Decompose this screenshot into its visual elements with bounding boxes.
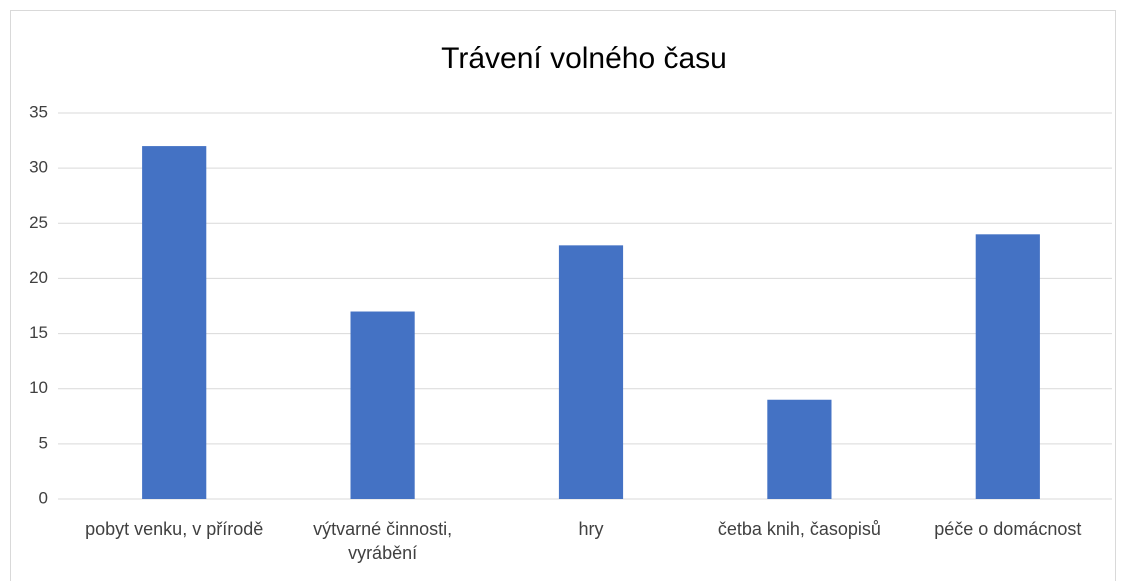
x-tick-label: péče o domácnost (934, 519, 1082, 539)
bar (142, 146, 207, 500)
y-tick-label: 30 (29, 158, 48, 177)
bar (558, 245, 624, 499)
y-tick-label: 10 (29, 378, 48, 397)
y-tick-label: 5 (39, 433, 48, 452)
x-tick-label: četba knih, časopisů (717, 519, 881, 539)
y-tick-label: 25 (29, 213, 48, 232)
bar (767, 399, 832, 499)
y-tick-label: 20 (29, 268, 48, 287)
chart-border (10, 10, 1116, 581)
x-tick-label: výtvarné činnosti, vyrábění (313, 519, 453, 563)
y-tick-label: 35 (29, 102, 48, 121)
bar (350, 311, 415, 499)
y-tick-label: 15 (29, 323, 48, 342)
y-tick-label: 0 (39, 488, 48, 507)
bar (975, 234, 1040, 500)
x-tick-label: hry (578, 519, 604, 539)
x-tick-label: pobyt venku, v přírodě (85, 519, 264, 539)
chart-title: Trávení volného času (441, 42, 727, 75)
